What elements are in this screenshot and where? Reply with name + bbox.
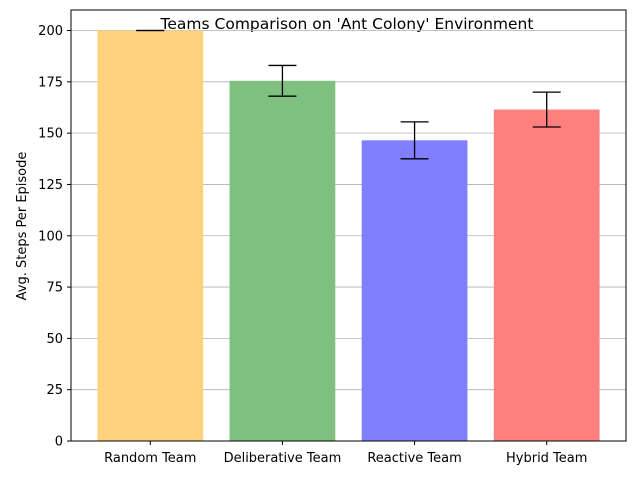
x-tick-label: Hybrid Team bbox=[506, 451, 587, 466]
y-tick-label: 25 bbox=[46, 383, 63, 398]
bar-reactive-team bbox=[361, 140, 468, 442]
y-tick-label: 175 bbox=[38, 75, 63, 90]
bar-deliberative-team bbox=[229, 80, 336, 442]
y-axis-label: Avg. Steps Per Episode bbox=[15, 152, 30, 301]
y-tick-label: 200 bbox=[38, 24, 63, 39]
y-axis-ticks: 0 25 50 75 100 125 150 175 200 bbox=[38, 24, 71, 450]
y-tick-label: 150 bbox=[38, 127, 63, 142]
y-tick-label: 125 bbox=[38, 178, 63, 193]
y-tick-label: 50 bbox=[46, 332, 63, 347]
x-tick-label: Reactive Team bbox=[367, 451, 461, 466]
bars-group bbox=[97, 30, 600, 442]
error-bars-group bbox=[136, 29, 561, 160]
error-bar bbox=[532, 91, 561, 128]
plot-frame bbox=[70, 9, 627, 442]
x-axis-ticks: Random Team Deliberative Team Reactive Tea… bbox=[104, 441, 587, 466]
x-tick-label: Deliberative Team bbox=[224, 451, 342, 466]
y-tick-label: 0 bbox=[55, 435, 63, 450]
x-tick-label: Random Team bbox=[104, 451, 196, 466]
bar-random-team bbox=[97, 30, 204, 442]
error-bar bbox=[268, 64, 297, 97]
y-tick-label: 100 bbox=[38, 229, 63, 244]
error-bar bbox=[400, 121, 429, 160]
chart-title: Teams Comparison on 'Ant Colony' Environ… bbox=[160, 15, 534, 33]
bar-hybrid-team bbox=[493, 109, 600, 442]
y-tick-label: 75 bbox=[46, 281, 63, 296]
